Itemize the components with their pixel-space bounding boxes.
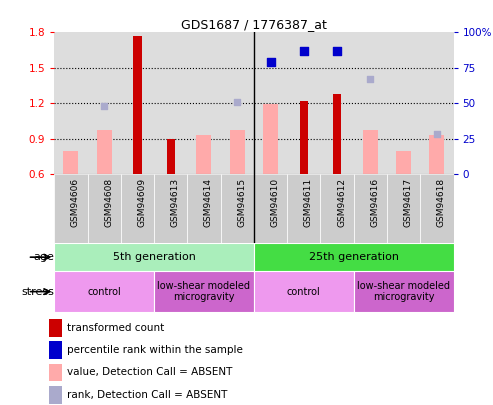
Bar [300,101,308,174]
Text: GSM94610: GSM94610 [271,177,280,227]
Text: GSM94609: GSM94609 [138,177,146,227]
Text: GSM94614: GSM94614 [204,177,213,226]
Bar [187,174,220,243]
Bar [396,151,411,174]
Bar [387,174,420,243]
Point [233,98,241,105]
Text: GSM94612: GSM94612 [337,177,346,226]
Bar [64,151,78,174]
Bar [133,36,141,174]
Text: control: control [87,287,121,296]
Bar [429,135,444,174]
Bar [197,135,211,174]
Bar [263,104,278,174]
Text: rank, Detection Call = ABSENT: rank, Detection Call = ABSENT [67,390,227,400]
Point [100,103,108,109]
Text: GSM94617: GSM94617 [404,177,413,227]
Text: value, Detection Call = ABSENT: value, Detection Call = ABSENT [67,367,232,377]
Bar [254,243,454,271]
Point [366,76,374,83]
Bar [49,364,62,382]
Bar [254,271,353,312]
Bar [220,174,254,243]
Bar [353,174,387,243]
Point [267,59,275,66]
Bar [333,94,341,174]
Text: GSM94611: GSM94611 [304,177,313,227]
Bar [88,174,121,243]
Point [433,131,441,138]
Bar [353,271,454,312]
Text: GSM94613: GSM94613 [171,177,180,227]
Bar [420,174,454,243]
Title: GDS1687 / 1776387_at: GDS1687 / 1776387_at [181,18,327,31]
Bar [154,174,187,243]
Point [300,47,308,54]
Text: GSM94615: GSM94615 [237,177,246,227]
Bar [54,243,254,271]
Bar [154,271,254,312]
Bar [167,139,175,174]
Text: percentile rank within the sample: percentile rank within the sample [67,345,243,355]
Text: control: control [287,287,320,296]
Bar [363,130,378,174]
Bar [121,174,154,243]
Bar [320,174,353,243]
Point [333,47,341,54]
Bar [54,174,88,243]
Bar [49,319,62,337]
Bar [287,174,320,243]
Bar [230,130,245,174]
Bar [54,271,154,312]
Bar [254,174,287,243]
Text: GSM94618: GSM94618 [437,177,446,227]
Bar [49,386,62,404]
Text: age: age [34,252,54,262]
Bar [49,341,62,359]
Text: 5th generation: 5th generation [112,252,196,262]
Text: GSM94608: GSM94608 [104,177,113,227]
Text: low-shear modeled
microgravity: low-shear modeled microgravity [157,281,250,303]
Bar [97,130,111,174]
Text: stress: stress [21,287,54,296]
Text: GSM94616: GSM94616 [370,177,380,227]
Text: low-shear modeled
microgravity: low-shear modeled microgravity [357,281,450,303]
Text: 25th generation: 25th generation [309,252,399,262]
Text: transformed count: transformed count [67,323,164,333]
Text: GSM94606: GSM94606 [71,177,80,227]
